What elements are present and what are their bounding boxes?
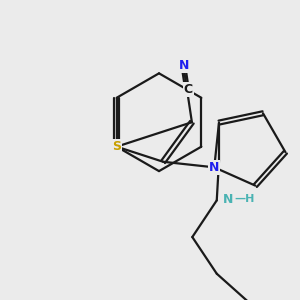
Text: N: N bbox=[209, 161, 220, 174]
Text: N: N bbox=[223, 193, 233, 206]
Text: S: S bbox=[112, 140, 121, 153]
Text: N: N bbox=[179, 58, 190, 72]
Text: —H: —H bbox=[234, 194, 255, 204]
Text: C: C bbox=[184, 83, 193, 96]
